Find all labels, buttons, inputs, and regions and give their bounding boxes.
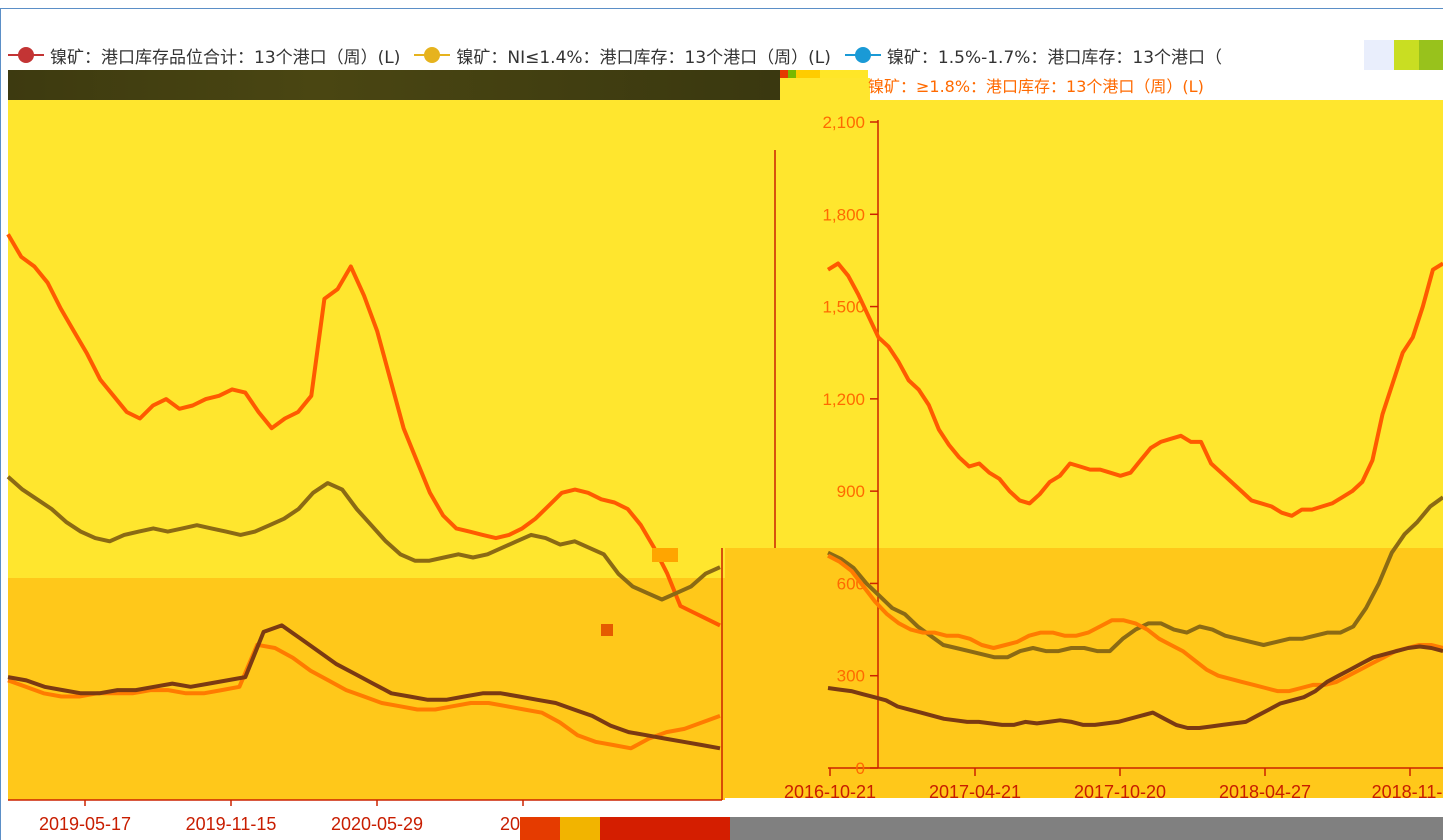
y-tick-label: 0 [856, 759, 865, 778]
chart-frame [0, 8, 1443, 840]
right-panel-upper-bg [780, 100, 1443, 548]
series-line-right-1[interactable] [827, 495, 1443, 660]
legend-marker-icon [8, 45, 44, 65]
series-line-left-3[interactable] [7, 623, 721, 751]
series-line-right-3[interactable] [827, 644, 1443, 730]
y-tick-label: 1,800 [822, 205, 865, 224]
legend-item-low-grade[interactable]: 镍矿：NI≤1.4%：港口库存：13个港口（周）(L) [414, 43, 831, 68]
legend-item-mid-grade[interactable]: 镍矿：1.5%-1.7%：港口库存：13个港口（ [844, 43, 1223, 68]
legend-label: 镍矿：1.5%-1.7%：港口库存：13个港口（ [886, 47, 1223, 68]
render-artifact-bottom [520, 817, 730, 840]
x-tick-label: 2016-10-21 [784, 782, 876, 802]
series-line-right-0[interactable] [826, 261, 1443, 518]
series-line-left-2[interactable] [7, 642, 721, 751]
artifact-marker [652, 548, 678, 562]
y-tick-label: 2,100 [822, 113, 865, 132]
legend-label: 镍矿：NI≤1.4%：港口库存：13个港口（周）(L) [456, 47, 831, 68]
legend-marker-icon [414, 45, 451, 65]
x-tick-label: 2020-05-29 [331, 814, 423, 834]
legend-item-high-grade[interactable]: 镍矿：≥1.8%：港口库存：13个港口（周）(L) [868, 73, 1204, 97]
x-tick-label: 2019-11-15 [186, 814, 277, 834]
x-tick-label: 2017-10-20 [1074, 782, 1166, 802]
y-tick-label: 900 [837, 482, 865, 501]
series-line-right-2[interactable] [827, 553, 1443, 694]
right-panel-lower-bg [725, 548, 1443, 798]
series-line-left-0[interactable] [6, 233, 721, 628]
legend: 镍矿：港口库存品位合计：13个港口（周）(L) 镍矿：NI≤1.4%：港口库存：… [8, 40, 1443, 70]
x-tick-label: 2018-11-( [1372, 782, 1443, 802]
x-tick-label: 2018-04-27 [1219, 782, 1311, 802]
scrollbar-track[interactable] [730, 817, 1443, 840]
legend-marker-icon [844, 45, 881, 65]
legend-4-bg [780, 78, 870, 100]
render-artifact-strip [8, 70, 780, 100]
left-panel-upper-bg [8, 100, 780, 578]
x-tick-label: 2017-04-21 [929, 782, 1021, 802]
artifact-marker [601, 624, 613, 636]
legend-label: 镍矿：港口库存品位合计：13个港口（周）(L) [50, 47, 401, 68]
x-tick-label: 2019-05-17 [39, 814, 131, 834]
series-line-left-1[interactable] [6, 475, 721, 602]
y-tick-label: 1,200 [822, 390, 865, 409]
y-tick-label: 1,500 [822, 298, 865, 317]
legend-overflow-artifact [1364, 40, 1443, 70]
legend-item-total[interactable]: 镍矿：港口库存品位合计：13个港口（周）(L) [8, 43, 400, 68]
y-tick-label: 300 [837, 667, 865, 686]
legend-label: 镍矿：≥1.8%：港口库存：13个港口（周）(L) [868, 77, 1204, 96]
